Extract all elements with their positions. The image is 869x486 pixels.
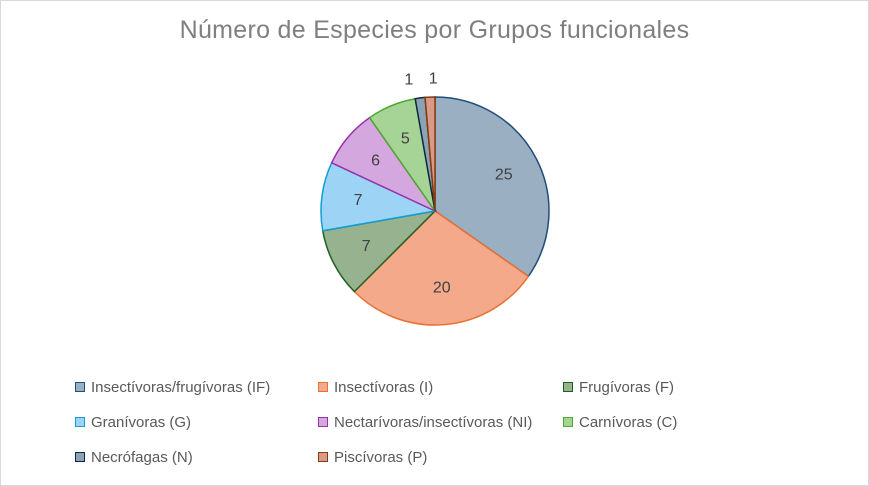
legend-swatch	[75, 417, 85, 427]
legend-label: Piscívoras (P)	[334, 448, 428, 466]
pie-slice-piscivoras-p	[424, 96, 436, 212]
legend-item-carnivoras-c: Carnívoras (C)	[563, 412, 677, 432]
legend-swatch	[318, 382, 328, 392]
data-label-insectivoras-i: 20	[433, 279, 451, 296]
data-label-necrofagas-n: 1	[404, 71, 413, 88]
chart-title: Número de Especies por Grupos funcionale…	[179, 16, 690, 44]
data-label-nectarivoras-insectivoras-ni: 6	[371, 152, 380, 169]
legend-item-granivoras-g: Granívoras (G)	[75, 412, 191, 432]
legend-label: Nectarívoras/insectívoras (NI)	[334, 413, 533, 431]
pie-slice-insectivoras-frugivoras-if	[434, 96, 550, 278]
legend-item-necrofagas-n: Necrófagas (N)	[75, 447, 193, 467]
legend-swatch	[318, 452, 328, 462]
data-label-piscivoras-p: 1	[429, 70, 438, 87]
data-label-carnivoras-c: 5	[401, 131, 410, 148]
data-label-granivoras-g: 7	[354, 192, 363, 209]
legend-label: Necrófagas (N)	[91, 448, 193, 466]
legend-item-insectivoras-i: Insectívoras (I)	[318, 377, 433, 397]
legend-item-piscivoras-p: Piscívoras (P)	[318, 447, 427, 467]
legend-swatch	[75, 452, 85, 462]
pie-slice-insectivoras-i	[353, 210, 530, 326]
legend-label: Carnívoras (C)	[579, 413, 678, 431]
legend-label: Frugívoras (F)	[579, 378, 675, 396]
legend-item-nectarivoras-insectivoras-ni: Nectarívoras/insectívoras (NI)	[318, 412, 532, 432]
legend-swatch	[563, 417, 573, 427]
data-label-frugivoras-f: 7	[362, 238, 371, 255]
legend-label: Insectívoras/frugívoras (IF)	[91, 378, 271, 396]
legend-item-insectivoras-frugivoras-if: Insectívoras/frugívoras (IF)	[75, 377, 270, 397]
data-label-insectivoras-frugivoras-if: 25	[495, 166, 513, 183]
legend-swatch	[563, 382, 573, 392]
legend-label: Granívoras (G)	[91, 413, 192, 431]
legend-label: Insectívoras (I)	[334, 378, 434, 396]
legend-swatch	[75, 382, 85, 392]
legend-swatch	[318, 417, 328, 427]
legend-item-frugivoras-f: Frugívoras (F)	[563, 377, 674, 397]
